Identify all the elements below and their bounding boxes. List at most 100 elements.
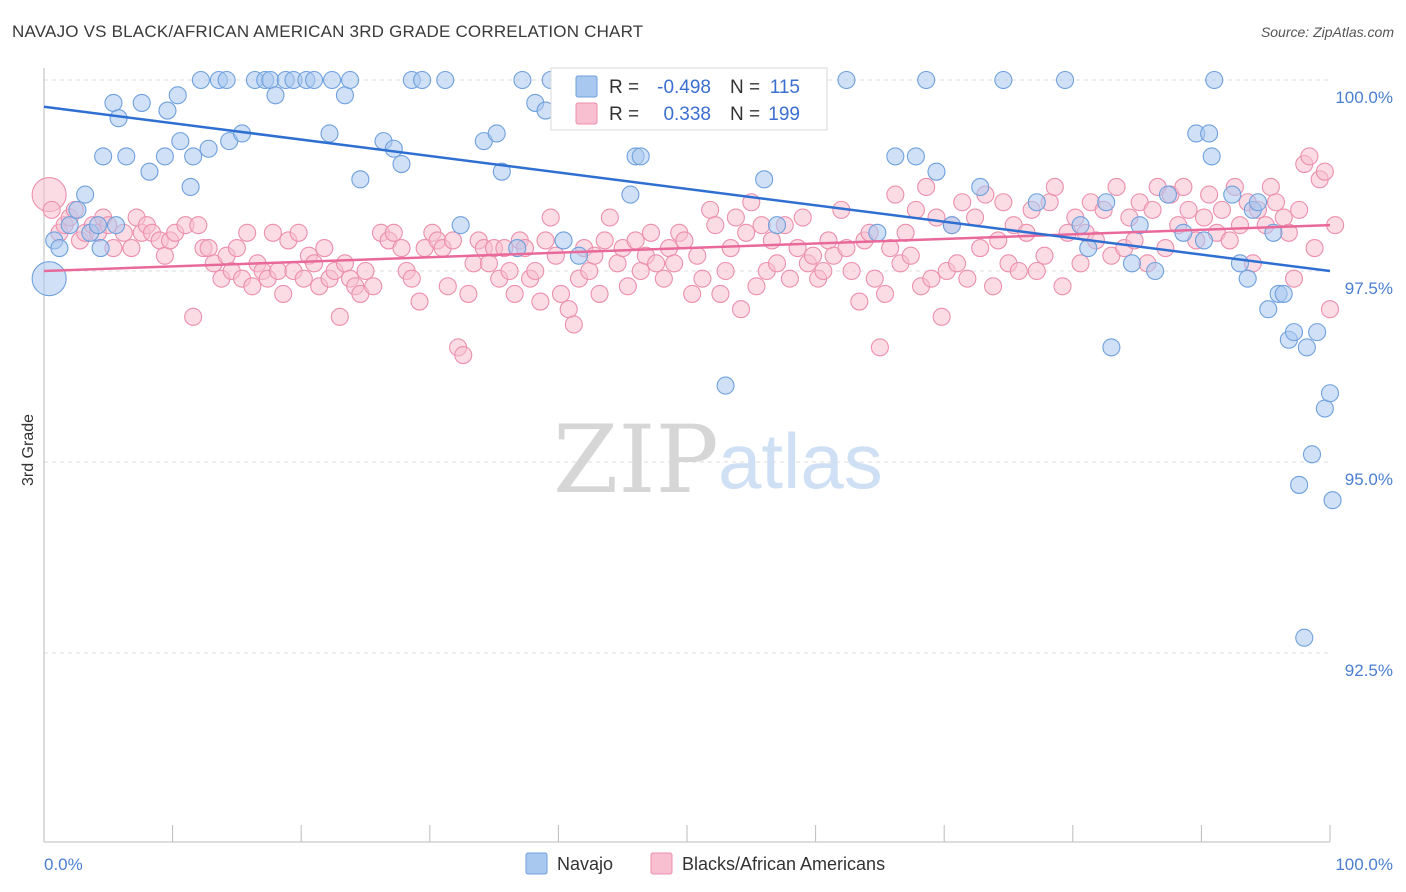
black-point	[335, 254, 354, 273]
black-point	[886, 185, 905, 204]
navajo-point	[106, 216, 126, 235]
black-point	[896, 223, 915, 242]
legend-swatch-black	[575, 102, 598, 125]
series-black-points	[31, 147, 1345, 365]
black-point	[683, 284, 702, 303]
black-point	[1053, 277, 1072, 296]
black-point	[227, 239, 246, 258]
black-point	[1315, 162, 1334, 181]
navajo-point	[1274, 284, 1293, 303]
black-point	[1230, 216, 1250, 235]
navajo-point	[1259, 300, 1278, 319]
navajo-point	[60, 216, 79, 235]
black-point	[564, 315, 583, 334]
navajo-point	[1320, 384, 1340, 403]
black-point	[459, 284, 478, 303]
black-point	[966, 208, 985, 227]
navajo-point	[1174, 223, 1193, 242]
navajo-point	[621, 185, 640, 204]
navajo-point	[451, 216, 470, 235]
black-point	[551, 284, 571, 303]
black-point	[580, 261, 599, 281]
black-point	[263, 223, 282, 242]
black-point	[875, 284, 895, 303]
black-point	[1009, 261, 1028, 281]
black-point	[1284, 269, 1304, 288]
black-point	[294, 269, 313, 288]
black-point	[392, 239, 411, 258]
black-point	[536, 231, 555, 250]
black-point	[305, 254, 324, 273]
black-point	[364, 277, 383, 296]
y-tick-label-2: 95.0%	[1345, 470, 1393, 489]
navajo-point	[305, 70, 324, 90]
black-point	[269, 261, 288, 281]
black-point	[971, 239, 990, 258]
navajo-point	[132, 93, 151, 112]
legend-r-label-1: R =	[609, 77, 639, 98]
black-point	[953, 193, 972, 212]
black-point	[922, 269, 941, 288]
navajo-point	[886, 147, 905, 166]
navajo-point	[181, 177, 200, 197]
legend-swatch-navajo	[575, 75, 598, 98]
black-point	[1071, 254, 1090, 273]
black-point	[410, 292, 429, 311]
black-point	[654, 269, 673, 288]
black-point	[1290, 200, 1309, 219]
navajo-point	[971, 177, 990, 197]
black-point	[199, 239, 218, 258]
black-point	[541, 208, 560, 227]
black-point	[984, 277, 1003, 296]
navajo-point	[88, 216, 108, 235]
navajo-point	[191, 70, 210, 90]
black-point	[1200, 185, 1219, 204]
navajo-point	[1202, 147, 1221, 166]
black-point	[675, 231, 694, 250]
navajo-point	[158, 101, 177, 120]
navajo-point	[1295, 628, 1314, 647]
x-tick-labels: 0.0% 100.0%	[44, 855, 1393, 874]
navajo-point	[140, 162, 159, 181]
legend: R = -0.498 N = 115 R = 0.338 N = 199	[550, 67, 828, 131]
black-point	[842, 261, 861, 281]
trend-lines	[43, 105, 1331, 273]
navajo-point	[1238, 269, 1257, 288]
black-point	[701, 200, 720, 219]
navajo-point	[1223, 185, 1242, 204]
navajo-point	[392, 154, 411, 174]
navajo-point	[868, 223, 887, 242]
trend-line-navajo	[43, 105, 1331, 273]
black-point	[767, 254, 787, 273]
black-point	[1174, 177, 1193, 197]
bottom-legend: Navajo Blacks/African Americans	[525, 852, 885, 875]
black-point	[752, 216, 771, 235]
black-point	[238, 223, 257, 242]
black-point	[1143, 200, 1162, 219]
navajo-point	[1146, 261, 1165, 281]
navajo-point	[906, 147, 925, 166]
black-point	[1212, 200, 1232, 219]
navajo-point	[184, 147, 203, 166]
navajo-point	[1200, 124, 1219, 143]
black-point	[837, 239, 856, 258]
black-point	[443, 231, 462, 250]
black-point	[590, 284, 609, 303]
black-point	[716, 261, 735, 281]
navajo-point	[351, 170, 370, 189]
series-navajo-points	[31, 70, 1342, 647]
black-point	[626, 231, 645, 250]
black-point	[850, 292, 869, 311]
black-point	[402, 269, 421, 288]
navajo-point	[716, 376, 735, 395]
navajo-point	[508, 239, 527, 258]
navajo-point	[76, 185, 95, 204]
navajo-point	[1056, 70, 1075, 90]
navajo-point	[1102, 338, 1121, 357]
black-point	[881, 239, 900, 258]
navajo-point	[569, 246, 589, 265]
black-point	[531, 292, 550, 311]
black-point	[901, 246, 920, 265]
black-point	[1266, 193, 1286, 212]
